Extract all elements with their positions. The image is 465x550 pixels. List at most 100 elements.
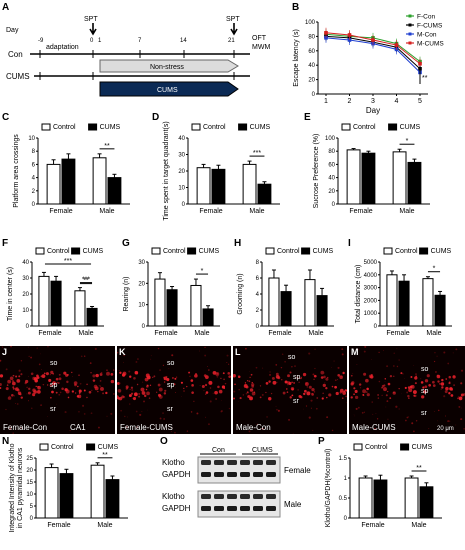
y-tick-label-F: 0 <box>26 324 30 330</box>
fluorescence-speck <box>414 376 418 380</box>
fluorescence-speck <box>166 378 170 382</box>
y-tick-label-E: 80 <box>328 149 335 155</box>
bar-cums-I <box>434 294 446 327</box>
fluorescence-speck <box>362 393 365 396</box>
cums-bar-label: CUMS <box>157 87 178 94</box>
fluorescence-speck <box>204 346 206 349</box>
y-tick-label-C: 4 <box>32 176 36 182</box>
y-tick-label-I: 5000 <box>364 260 378 266</box>
bar-control-F <box>74 290 86 327</box>
fluorescence-speck <box>320 376 324 379</box>
y-tick-label-N: 10 <box>26 492 33 498</box>
bar-cums-F <box>50 280 62 327</box>
fluorescence-speck <box>138 395 141 398</box>
x-tick-label-G: Male <box>194 330 209 337</box>
bar-control-G <box>154 278 166 327</box>
fluorescence-speck <box>118 396 123 401</box>
fluorescence-speck <box>196 412 199 415</box>
day-21: 21 <box>228 38 235 44</box>
wb-band <box>240 460 250 465</box>
legend-label-control-D: Control <box>203 124 226 131</box>
data-point-M-Con <box>324 36 328 40</box>
fluorescence-speck <box>411 422 414 425</box>
wb-band <box>253 494 263 499</box>
fluorescence-speck <box>30 356 33 359</box>
fluorescence-speck <box>437 380 440 383</box>
data-point-M-Con <box>347 38 352 42</box>
fluorescence-speck <box>316 397 319 399</box>
fluorescence-speck <box>400 372 403 375</box>
sr-label: sr <box>293 398 299 405</box>
sp-label: sp <box>167 382 175 389</box>
ca1-label: CA1 <box>70 423 86 432</box>
fluorescence-speck <box>132 396 137 401</box>
fluorescence-speck <box>216 375 219 378</box>
fluorescence-speck <box>310 407 313 409</box>
sig-label-E: * <box>406 138 409 145</box>
fluorescence-speck <box>460 407 462 409</box>
spt-label-1: SPT <box>84 16 98 23</box>
fluorescence-speck <box>331 429 334 432</box>
y-tick-label-N: 25 <box>26 456 33 462</box>
fluorescence-speck <box>122 371 127 376</box>
fluorescence-speck <box>383 350 385 351</box>
fluorescence-speck <box>414 394 417 398</box>
fluorescence-speck <box>150 358 152 360</box>
fluorescence-speck <box>413 365 415 366</box>
fluorescence-speck <box>38 363 41 366</box>
bar-cums-P <box>419 486 434 519</box>
fluorescence-speck <box>164 389 167 392</box>
day-minus9: -9 <box>38 38 44 44</box>
timeline-panel: A Day -9 0 1 7 14 21 adaptation SPT SPT … <box>2 2 270 97</box>
fluorescence-speck <box>10 426 12 428</box>
legend-marker-F-Con <box>408 14 412 18</box>
fluorescence-speck <box>90 372 92 374</box>
fluorescence-speck <box>159 417 162 420</box>
fluorescence-speck <box>50 396 52 399</box>
fluorescence-speck <box>18 369 21 372</box>
fluorescence-speck <box>239 397 242 400</box>
fluorescence-speck <box>15 388 18 390</box>
fluorescence-speck <box>58 393 61 396</box>
fluorescence-speck <box>401 393 402 395</box>
fluorescence-speck <box>118 369 120 372</box>
fluorescence-speck <box>311 388 315 392</box>
fluorescence-speck <box>157 347 160 350</box>
fluorescence-speck <box>1 346 3 348</box>
fluorescence-speck <box>134 370 139 375</box>
fluorescence-speck <box>28 375 30 377</box>
fluorescence-speck <box>324 382 326 384</box>
fluorescence-speck <box>272 380 277 385</box>
fluorescence-speck <box>208 380 213 385</box>
fluorescence-speck <box>444 390 448 394</box>
fluorescence-speck <box>147 409 148 411</box>
fluorescence-speck <box>86 396 88 399</box>
fluorescence-speck <box>284 360 287 363</box>
micrograph-l: L so sp sr Male-Con <box>233 346 347 434</box>
fluorescence-speck <box>123 354 126 357</box>
fluorescence-speck <box>47 346 49 348</box>
day-label: Day <box>6 27 19 34</box>
bar-control-F <box>38 275 50 327</box>
y-tick-label-G: 30 <box>138 260 145 266</box>
y-tick-label-P: 0 <box>344 516 348 522</box>
legend-swatch-cums-G <box>187 247 197 255</box>
fluorescence-speck <box>460 369 464 372</box>
con-row-label: Con <box>8 50 23 59</box>
fluorescence-speck <box>13 395 15 397</box>
legend-swatch-control-N <box>39 443 49 451</box>
y-tick-label-C: 0 <box>32 202 36 208</box>
bar-control-N <box>44 467 59 519</box>
fluorescence-speck <box>180 381 183 384</box>
fluorescence-speck <box>294 365 296 367</box>
fluorescence-speck <box>204 383 208 387</box>
fluorescence-speck <box>414 373 417 376</box>
fluorescence-speck <box>247 392 249 394</box>
sig-label-C: ** <box>104 143 110 150</box>
fluorescence-speck <box>207 369 210 371</box>
sp-label: sp <box>421 388 429 395</box>
fluorescence-speck <box>362 389 367 394</box>
y-tick-label-F: 10 <box>22 308 29 314</box>
fluorescence-speck <box>143 394 147 398</box>
wb-band <box>240 472 250 477</box>
